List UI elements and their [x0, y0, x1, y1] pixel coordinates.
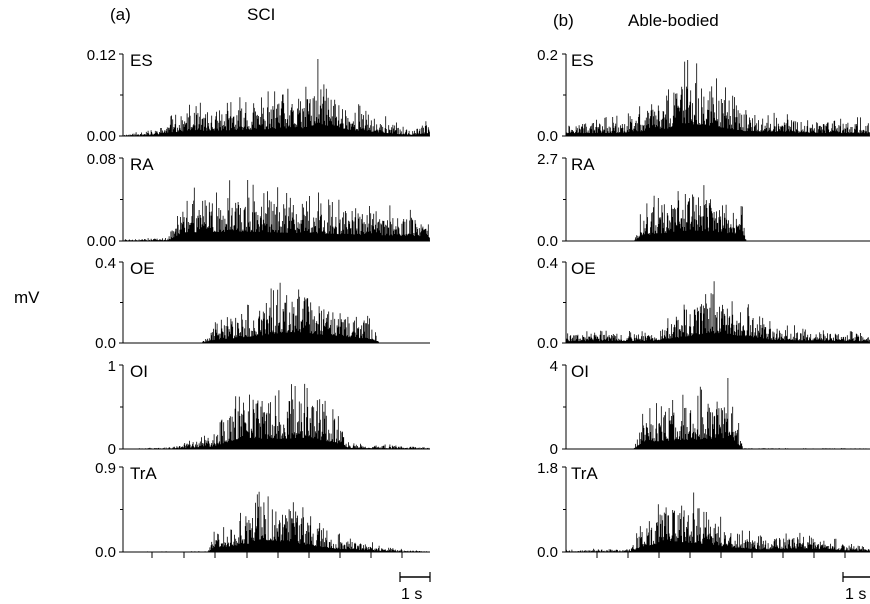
scale-bar-a — [399, 572, 431, 582]
muscle-label-tra: TrA — [571, 464, 598, 483]
y-tick-label-max: 2.7 — [537, 151, 558, 168]
scale-bar-a-label: 1 s — [401, 586, 422, 603]
y-tick-label-max: 0.08 — [87, 151, 116, 168]
panel-a-label: (a) — [110, 5, 131, 24]
emg-trace-oe — [566, 281, 870, 343]
muscle-row-es: 0.2 0.0 ES — [537, 47, 870, 145]
muscle-row-tra: 0.9 0.0 TrA — [95, 460, 430, 561]
panel-b-label: (b) — [553, 11, 574, 30]
muscle-label-es: ES — [571, 51, 594, 70]
muscle-row-es: 0.12 0.00 ES — [87, 47, 430, 145]
muscle-row-oe: 0.4 0.0 OE — [537, 255, 870, 352]
panel-a-traces: 0.12 0.00 ES 0.08 0.00 RA 0.4 0.0 OE 1 0 OI 0.9 0.0 Tr… — [87, 47, 430, 561]
emg-trace-oi — [633, 378, 870, 449]
y-unit-label: mV — [14, 288, 40, 307]
time-axis-ticks — [151, 552, 403, 558]
y-tick-label-max: 0.4 — [537, 255, 558, 272]
muscle-row-ra: 2.7 0.0 RA — [537, 151, 870, 250]
panel-b-traces: 0.2 0.0 ES 2.7 0.0 RA 0.4 0.0 OE 4 0 OI 1.8 0.0 TrA — [537, 47, 870, 561]
scale-bar-b-label: 1 s — [845, 586, 866, 603]
y-tick-label-max: 0.9 — [95, 460, 116, 477]
muscle-row-oi: 1 0 OI — [108, 358, 430, 458]
emg-trace-es — [566, 60, 870, 136]
muscle-label-es: ES — [130, 51, 153, 70]
y-tick-label-zero: 0.0 — [537, 233, 558, 250]
emg-trace-ra — [633, 185, 747, 241]
emg-trace-oe — [201, 282, 379, 343]
muscle-label-oi: OI — [130, 362, 148, 381]
emg-trace-tra — [123, 491, 430, 552]
y-tick-label-zero: 0 — [550, 441, 558, 458]
muscle-label-oe: OE — [130, 259, 155, 278]
y-tick-label-zero: 0 — [108, 441, 116, 458]
y-tick-label-zero: 0.0 — [95, 544, 116, 561]
y-tick-label-zero: 0.00 — [87, 233, 116, 250]
muscle-label-ra: RA — [130, 155, 154, 174]
panel-b-title: Able-bodied — [628, 11, 719, 30]
muscle-row-oe: 0.4 0.0 OE — [95, 255, 430, 352]
muscle-label-tra: TrA — [130, 464, 157, 483]
y-tick-label-zero: 0.0 — [95, 335, 116, 352]
emg-trace-tra — [566, 492, 870, 552]
emg-trace-es — [123, 59, 430, 136]
muscle-label-oi: OI — [571, 362, 589, 381]
muscle-row-tra: 1.8 0.0 TrA — [537, 460, 870, 561]
y-tick-label-max: 0.4 — [95, 255, 116, 272]
time-axis-ticks — [596, 552, 846, 558]
y-tick-label-max: 1.8 — [537, 460, 558, 477]
muscle-label-oe: OE — [571, 259, 596, 278]
y-tick-label-zero: 0.0 — [537, 335, 558, 352]
y-tick-label-zero: 0.00 — [87, 128, 116, 145]
y-tick-label-max: 1 — [108, 358, 116, 375]
y-tick-label-max: 4 — [550, 358, 558, 375]
scale-bar-b — [842, 572, 870, 582]
y-tick-label-max: 0.12 — [87, 47, 116, 64]
y-tick-label-zero: 0.0 — [537, 128, 558, 145]
emg-trace-oi — [127, 383, 430, 449]
panel-a-title: SCI — [247, 5, 275, 24]
emg-trace-ra — [123, 180, 430, 241]
muscle-row-oi: 4 0 OI — [550, 358, 870, 458]
muscle-label-ra: RA — [571, 155, 595, 174]
muscle-row-ra: 0.08 0.00 RA — [87, 151, 430, 250]
y-tick-label-max: 0.2 — [537, 47, 558, 64]
y-tick-label-zero: 0.0 — [537, 544, 558, 561]
